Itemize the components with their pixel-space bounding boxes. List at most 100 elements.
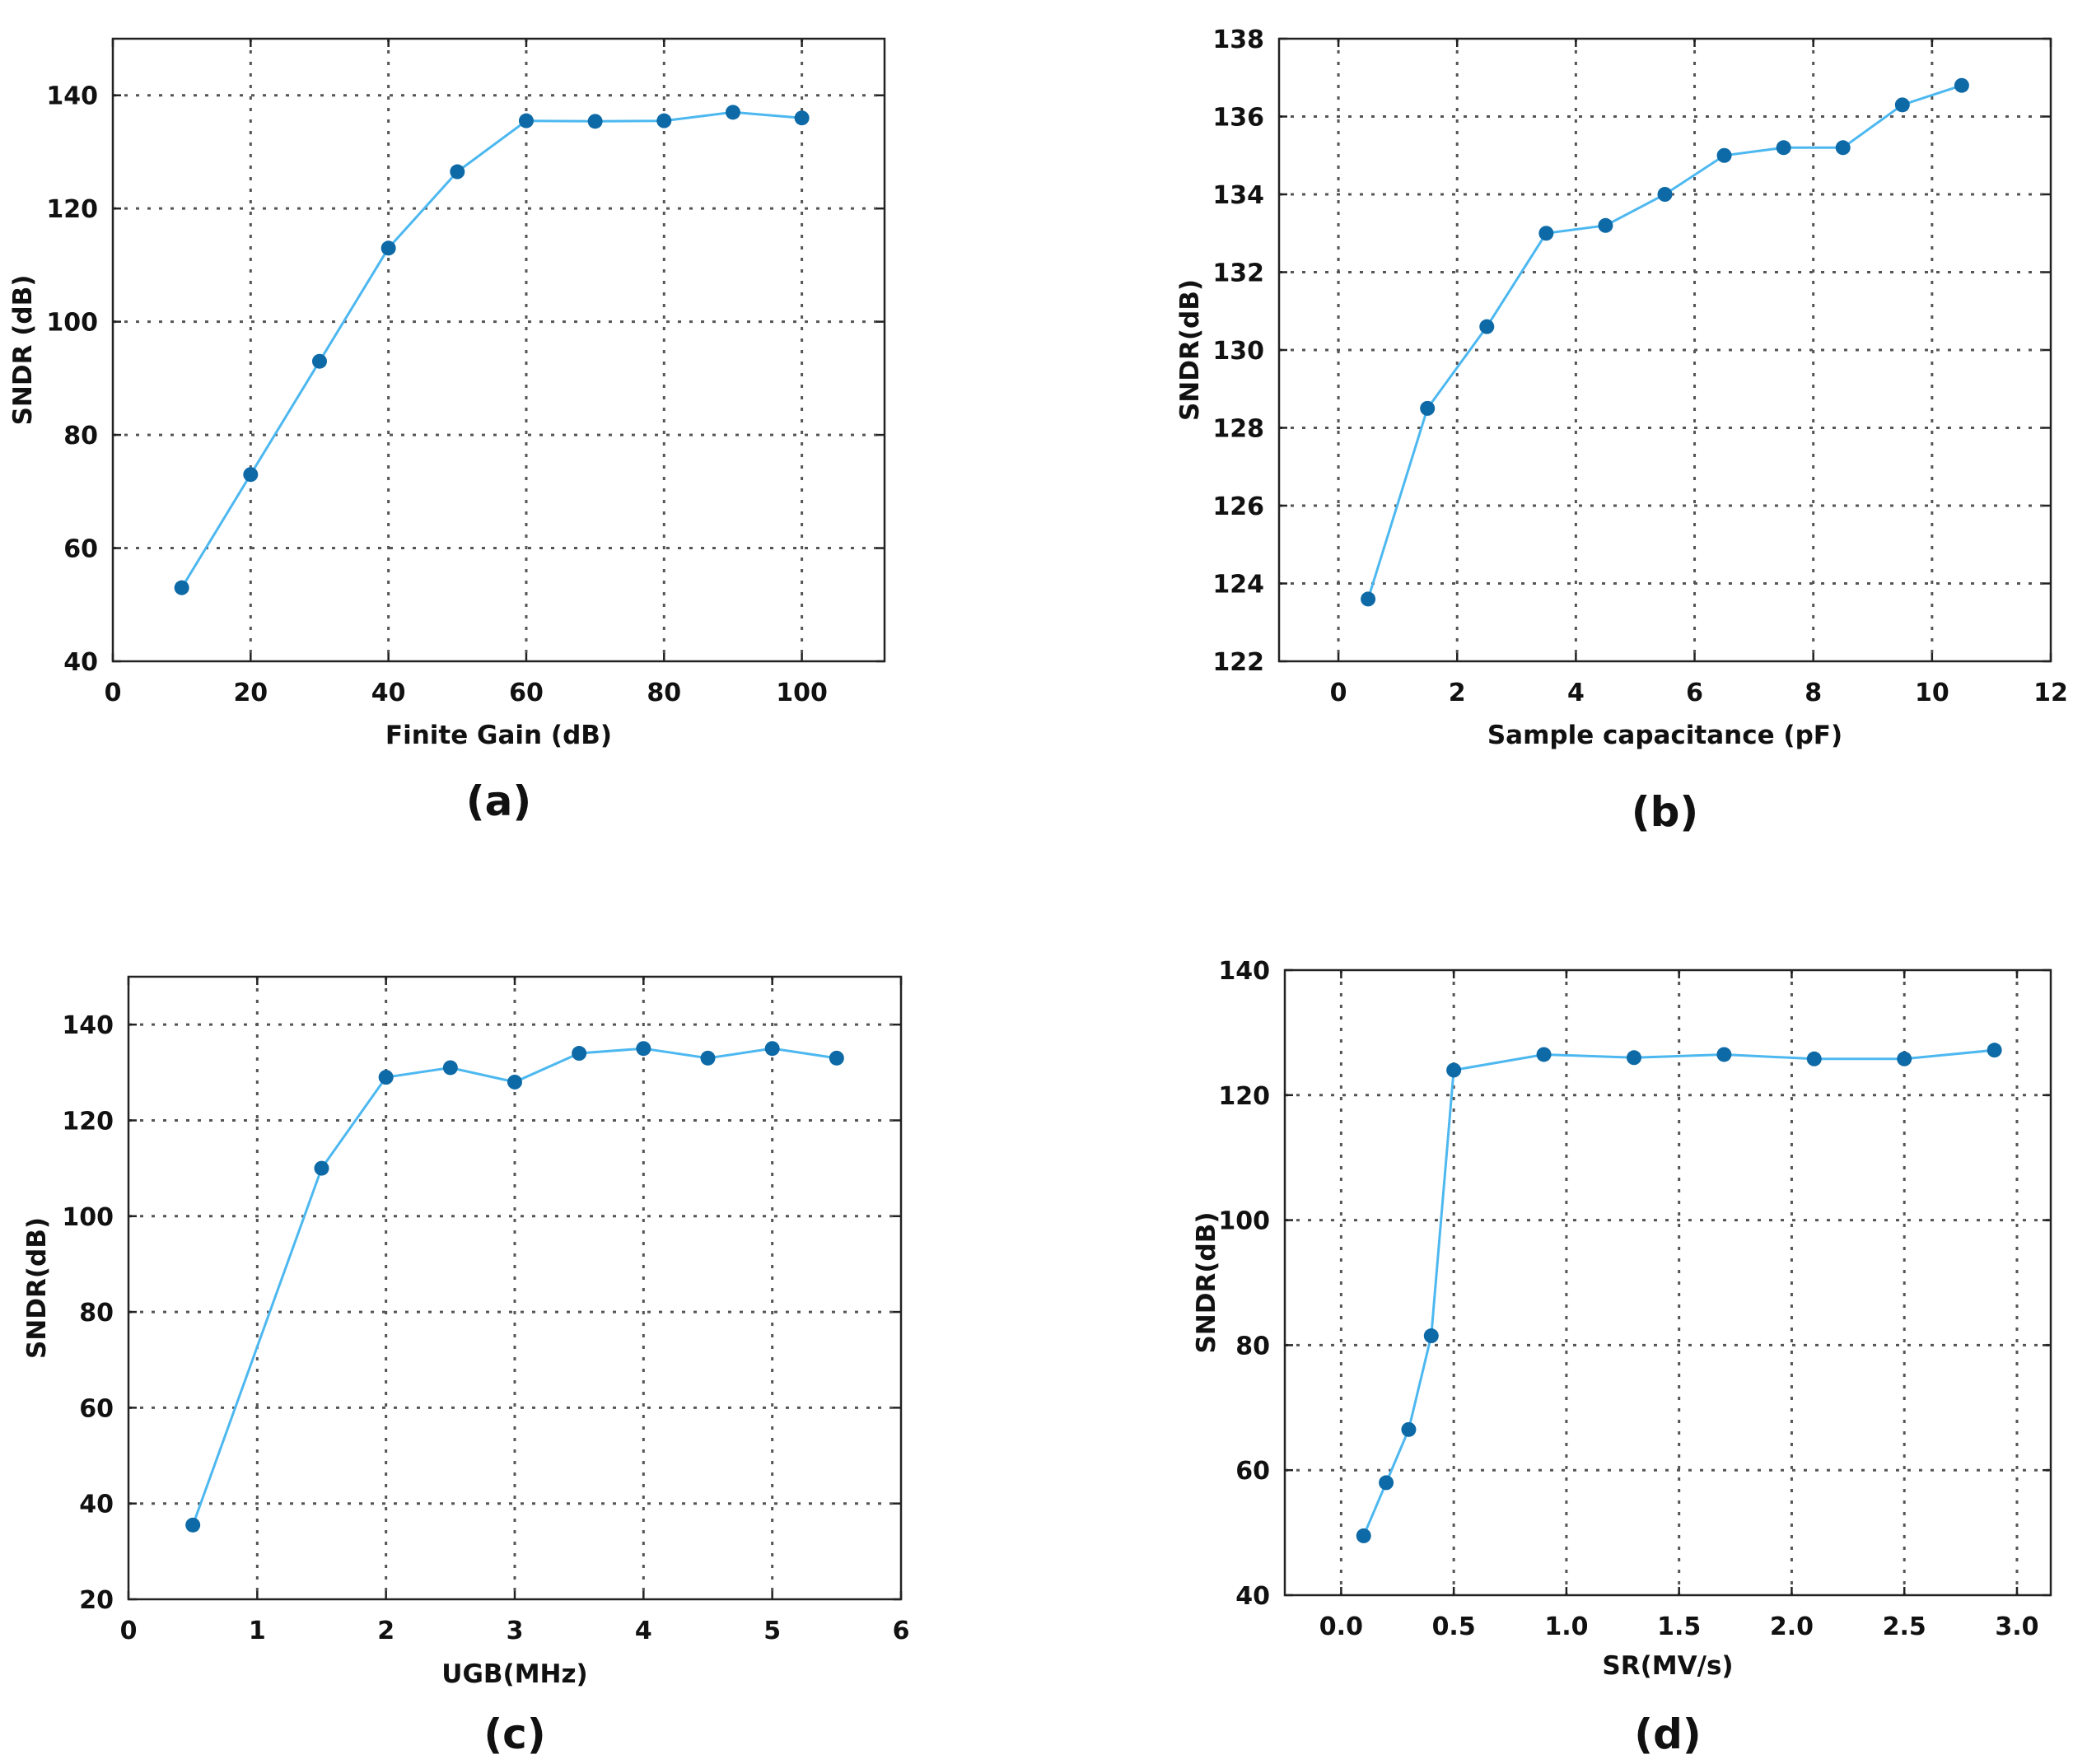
x-tick-label: 12 bbox=[2033, 679, 2068, 707]
data-point bbox=[1894, 97, 1910, 113]
data-point bbox=[442, 1060, 458, 1076]
x-tick-label: 5 bbox=[763, 1617, 781, 1645]
data-point bbox=[243, 467, 259, 483]
x-tick-label: 10 bbox=[1915, 679, 1949, 707]
x-tick-label: 40 bbox=[371, 679, 406, 707]
data-point bbox=[1897, 1051, 1912, 1066]
data-point bbox=[1716, 1047, 1732, 1062]
y-tick-label: 40 bbox=[1235, 1582, 1270, 1611]
series-line bbox=[191, 1047, 838, 1526]
y-tick-label: 140 bbox=[62, 1011, 114, 1040]
x-tick-label: 4 bbox=[635, 1617, 652, 1645]
x-tick-label: 60 bbox=[509, 679, 544, 707]
data-point bbox=[185, 1517, 201, 1533]
x-tick-label: 2 bbox=[377, 1617, 395, 1645]
data-point bbox=[314, 1160, 329, 1176]
x-axis-label: UGB(MHz) bbox=[441, 1659, 587, 1689]
panel-caption: (a) bbox=[466, 777, 531, 825]
data-point bbox=[1420, 400, 1436, 416]
data-point bbox=[1379, 1475, 1394, 1491]
plot-frame bbox=[1283, 968, 2052, 1597]
y-tick-label: 140 bbox=[46, 82, 98, 111]
x-tick-label: 2 bbox=[1449, 679, 1466, 707]
y-axis-label: SNDR(dB) bbox=[1192, 1211, 1221, 1353]
y-tick-label: 138 bbox=[1212, 26, 1264, 54]
y-tick-label: 120 bbox=[62, 1107, 114, 1136]
y-tick-label: 60 bbox=[1235, 1457, 1270, 1486]
y-tick-label: 140 bbox=[1218, 957, 1270, 986]
data-point bbox=[311, 353, 327, 369]
x-tick-label: 3 bbox=[507, 1617, 524, 1645]
x-tick-label: 2.5 bbox=[1883, 1612, 1926, 1641]
data-point bbox=[1835, 140, 1851, 156]
y-tick-label: 122 bbox=[1212, 648, 1264, 677]
x-tick-label: 6 bbox=[1686, 679, 1703, 707]
x-tick-label: 100 bbox=[776, 679, 828, 707]
data-point bbox=[636, 1041, 651, 1057]
y-tick-label: 40 bbox=[79, 1491, 114, 1519]
data-point bbox=[1446, 1062, 1462, 1078]
data-point bbox=[764, 1041, 780, 1057]
y-axis-label: SNDR(dB) bbox=[1175, 279, 1205, 421]
x-axis-label: Finite Gain (dB) bbox=[385, 721, 612, 750]
data-point bbox=[725, 105, 740, 120]
y-tick-label: 40 bbox=[63, 648, 98, 677]
data-point bbox=[1776, 140, 1791, 156]
data-point bbox=[1806, 1051, 1822, 1066]
data-point bbox=[1657, 187, 1673, 202]
panel-caption: (c) bbox=[483, 1710, 545, 1758]
y-tick-label: 120 bbox=[46, 195, 98, 224]
x-axis-label: Sample capacitance (pF) bbox=[1487, 721, 1842, 750]
data-point bbox=[1356, 1528, 1371, 1543]
x-axis-label: SR(MV/s) bbox=[1602, 1651, 1733, 1681]
data-point bbox=[507, 1074, 522, 1090]
data-point bbox=[656, 113, 672, 128]
data-point bbox=[1401, 1421, 1417, 1437]
chart-panel-d: 0.0 0.5 1.0 1.5 2.0 2.5 3.0 40 60 80 100 120 140 SR(M… bbox=[1192, 957, 2052, 1758]
data-point bbox=[1423, 1328, 1439, 1344]
data-point bbox=[1626, 1050, 1641, 1066]
series-line bbox=[1366, 84, 1963, 600]
x-tick-label: 0.0 bbox=[1319, 1612, 1363, 1641]
y-tick-label: 132 bbox=[1212, 259, 1264, 288]
y-tick-label: 124 bbox=[1212, 571, 1264, 600]
x-tick-label: 1 bbox=[249, 1617, 266, 1645]
data-point bbox=[174, 580, 189, 595]
data-point bbox=[829, 1050, 844, 1066]
data-point bbox=[587, 114, 603, 129]
y-tick-label: 136 bbox=[1212, 104, 1264, 133]
data-point bbox=[1954, 77, 1969, 93]
y-tick-label: 100 bbox=[1218, 1207, 1270, 1236]
y-tick-label: 80 bbox=[79, 1299, 114, 1328]
data-point bbox=[1479, 319, 1495, 334]
chart-panel-c: 0 1 2 3 4 5 6 20 40 60 80 100 120 140 UGB(MHz) SNDR(dB)… bbox=[22, 975, 909, 1758]
data-point bbox=[378, 1070, 394, 1085]
data-point bbox=[1536, 1047, 1552, 1062]
y-tick-label: 60 bbox=[63, 535, 98, 564]
y-axis-label: SNDR (dB) bbox=[8, 275, 38, 426]
plot-frame bbox=[111, 37, 886, 663]
y-tick-label: 130 bbox=[1212, 337, 1264, 366]
data-point bbox=[572, 1046, 587, 1062]
x-tick-label: 3.0 bbox=[1995, 1612, 2038, 1641]
y-tick-label: 20 bbox=[79, 1586, 114, 1615]
y-tick-label: 80 bbox=[63, 422, 98, 450]
x-tick-label: 0 bbox=[120, 1617, 138, 1645]
y-tick-label: 60 bbox=[79, 1394, 114, 1423]
x-tick-label: 0 bbox=[105, 679, 122, 707]
x-tick-label: 1.5 bbox=[1657, 1612, 1701, 1641]
data-point bbox=[450, 164, 465, 180]
y-tick-label: 134 bbox=[1212, 181, 1264, 210]
data-point bbox=[700, 1050, 716, 1066]
x-tick-label: 80 bbox=[647, 679, 681, 707]
chart-panel-b: 0 2 4 6 8 10 12 122 124 126 128 130 132 134 136 138 Samp… bbox=[1175, 26, 2068, 836]
data-point bbox=[381, 240, 396, 256]
x-tick-label: 20 bbox=[233, 679, 268, 707]
data-point bbox=[794, 110, 810, 126]
data-point bbox=[518, 113, 534, 128]
x-tick-label: 0 bbox=[1330, 679, 1347, 707]
y-tick-label: 80 bbox=[1235, 1332, 1270, 1360]
x-tick-label: 2.0 bbox=[1770, 1612, 1814, 1641]
x-tick-label: 4 bbox=[1567, 679, 1585, 707]
